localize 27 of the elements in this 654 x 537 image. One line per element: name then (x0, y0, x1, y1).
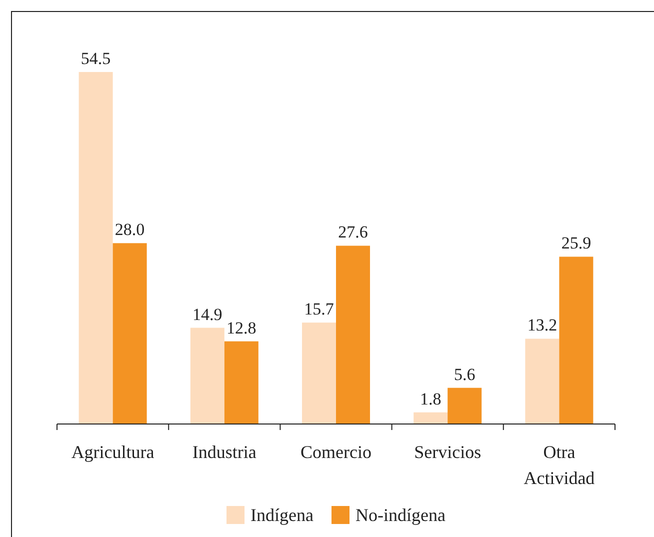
x-tick-label: Otra Actividad (524, 442, 595, 488)
data-label: 5.6 (454, 364, 476, 384)
data-label: 12.8 (226, 318, 256, 338)
bar (78, 72, 113, 424)
bar (112, 243, 147, 424)
bar (448, 388, 482, 424)
x-tick-label: Comercio (300, 442, 372, 462)
legend-label: No-indígena (356, 505, 446, 525)
data-label: 13.2 (527, 316, 558, 335)
legend-label: Indígena (250, 505, 314, 525)
data-label: 28.0 (114, 220, 145, 240)
bar (190, 328, 224, 424)
bar (224, 341, 258, 424)
data-label: 25.9 (561, 234, 592, 253)
bar (525, 338, 560, 424)
data-label: 27.6 (338, 222, 368, 242)
data-label: 54.5 (80, 49, 111, 68)
data-label: 1.8 (420, 389, 442, 408)
bar (302, 322, 336, 424)
data-label: 14.9 (192, 304, 222, 324)
x-tick-label: Agricultura (71, 442, 154, 462)
bar (559, 256, 594, 424)
x-tick-label: Industria (192, 442, 256, 462)
x-tick-label: Servicios (414, 442, 482, 462)
bar (336, 246, 370, 424)
bar (414, 412, 448, 424)
data-label: 15.7 (304, 300, 334, 319)
